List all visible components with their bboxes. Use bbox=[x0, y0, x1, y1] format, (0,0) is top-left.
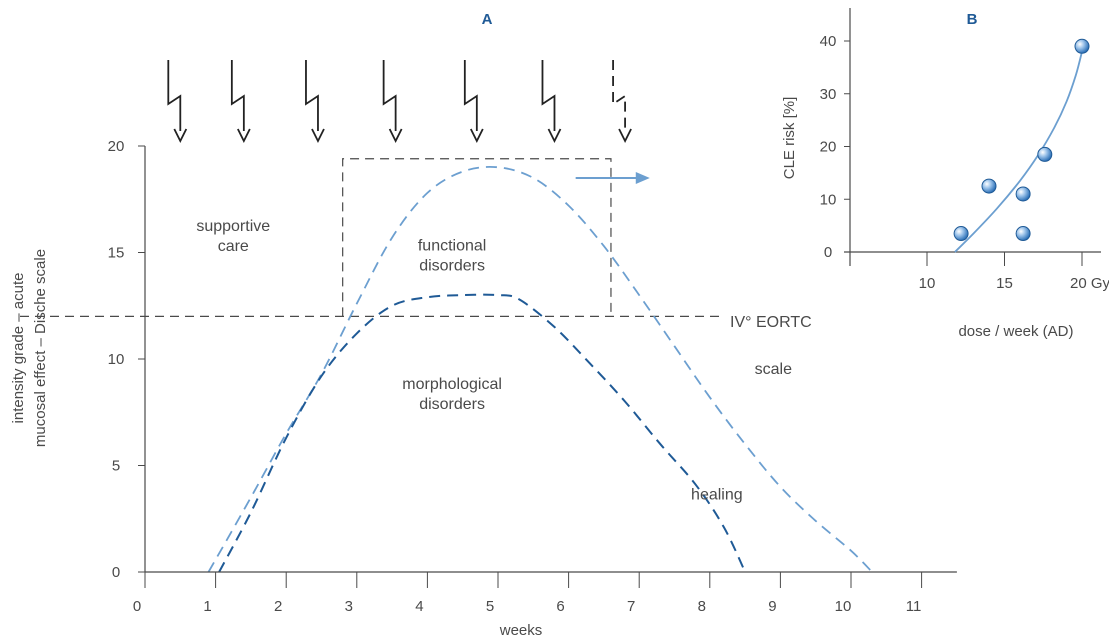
x-tick-label: 8 bbox=[698, 598, 706, 615]
b-x-tick-label: 20 Gy bbox=[1070, 275, 1109, 292]
fraction-arrow-head bbox=[173, 128, 188, 144]
x-tick-label: 7 bbox=[627, 598, 635, 615]
fraction-arrow bbox=[305, 60, 319, 131]
fraction-arrows bbox=[167, 60, 632, 144]
region-label: functional disorders bbox=[418, 237, 487, 274]
bridge-arrow-head bbox=[635, 171, 650, 184]
y-tick-label: 20 bbox=[108, 138, 125, 155]
b-x-tick-label: 15 bbox=[996, 275, 1013, 292]
data-point bbox=[953, 226, 969, 242]
series-group bbox=[207, 166, 873, 573]
x-tick-label: 5 bbox=[486, 598, 494, 615]
fit-curve bbox=[954, 51, 1083, 253]
fraction-arrow-head bbox=[547, 128, 562, 144]
y-axis-title-line-2: mucosal effect – Dische scale bbox=[32, 249, 49, 447]
x-tick-label: 10 bbox=[835, 598, 852, 615]
data-point bbox=[981, 178, 997, 194]
x-tick-label: 6 bbox=[556, 598, 564, 615]
fraction-arrow-head bbox=[311, 128, 325, 144]
b-y-tick-label: 20 bbox=[820, 139, 837, 156]
fraction-arrow-head bbox=[388, 128, 403, 144]
dashed-fraction-arrow bbox=[612, 60, 626, 131]
data-point bbox=[1015, 226, 1031, 242]
region-label: scale bbox=[755, 361, 792, 378]
axes-b: 10 15 20 Gy 0 10 20 30 40 bbox=[820, 8, 1109, 292]
region-label: supportive care bbox=[196, 218, 270, 255]
y-axis-title-line-1: intensity grade – acute bbox=[10, 273, 27, 424]
region-label-line: disorders bbox=[419, 396, 485, 413]
x-axis-title: weeks bbox=[499, 622, 543, 639]
fraction-arrow-head bbox=[618, 128, 632, 144]
fraction-arrow-head bbox=[470, 128, 484, 144]
x-tick-label: 3 bbox=[345, 598, 353, 615]
b-x-tick-label: 10 bbox=[919, 275, 936, 292]
x-tick-label: 1 bbox=[203, 598, 211, 615]
y-tick-label: 15 bbox=[108, 245, 125, 262]
morphological-curve bbox=[218, 293, 747, 573]
region-label-line: functional bbox=[418, 237, 487, 254]
x-tick-label: 11 bbox=[906, 598, 922, 615]
fraction-arrow bbox=[541, 60, 556, 131]
region-label-line: care bbox=[218, 238, 249, 255]
x-tick-label: 9 bbox=[768, 598, 776, 615]
fraction-arrow bbox=[463, 60, 478, 131]
points-group bbox=[953, 38, 1090, 242]
fraction-arrow bbox=[230, 60, 245, 131]
panel-a: 0 1 2 3 4 5 6 7 8 9 10 11 0 5 10 15 20 supportive care fun… bbox=[10, 60, 957, 639]
axes-a: 0 1 2 3 4 5 6 7 8 9 10 11 0 5 10 15 20 bbox=[108, 138, 957, 615]
x-tick-label: 4 bbox=[415, 598, 423, 615]
region-label: healing bbox=[691, 487, 743, 504]
b-y-tick-label: 40 bbox=[820, 33, 837, 50]
functional-box bbox=[342, 158, 612, 317]
data-point bbox=[1074, 38, 1090, 54]
threshold-label: IV° EORTC bbox=[730, 314, 812, 331]
region-label-line: healing bbox=[691, 487, 743, 504]
b-y-tick-label: 30 bbox=[820, 86, 837, 103]
arrow-to-panel-b bbox=[575, 171, 650, 184]
fraction-arrow-head bbox=[237, 128, 251, 144]
panel-b: 10 15 20 Gy 0 10 20 30 40 dose / week (AD) CLE … bbox=[781, 8, 1109, 340]
functional-box-outline bbox=[342, 158, 612, 317]
y-tick-label: 0 bbox=[112, 564, 120, 581]
panel-b-label: B bbox=[967, 11, 978, 28]
region-label-line: supportive bbox=[196, 218, 270, 235]
region-label-line: morphological bbox=[402, 376, 502, 393]
panel-b-x-axis-title: dose / week (AD) bbox=[958, 323, 1073, 340]
b-y-tick-label: 0 bbox=[824, 244, 832, 261]
x-tick-label: 2 bbox=[274, 598, 282, 615]
fit-curve-line bbox=[954, 51, 1083, 253]
panel-b-y-axis-title: CLE risk [%] bbox=[781, 97, 798, 180]
x-tick-label: 0 bbox=[133, 598, 141, 615]
b-y-tick-label: 10 bbox=[820, 191, 837, 208]
region-labels: supportive care functional disordersmorphol… bbox=[196, 218, 792, 503]
data-point bbox=[1015, 186, 1031, 202]
region-label: morphological disorders bbox=[402, 376, 502, 413]
region-label-line: scale bbox=[755, 361, 792, 378]
y-tick-label: 5 bbox=[112, 458, 120, 475]
y-axis-title: intensity grade – acute mucosal effect –… bbox=[10, 249, 49, 447]
fraction-arrow bbox=[167, 60, 182, 131]
y-tick-label: 10 bbox=[108, 351, 125, 368]
fraction-arrow bbox=[382, 60, 397, 131]
region-label-line: disorders bbox=[419, 257, 485, 274]
panel-a-label: A bbox=[482, 11, 493, 28]
data-point bbox=[1037, 146, 1053, 162]
